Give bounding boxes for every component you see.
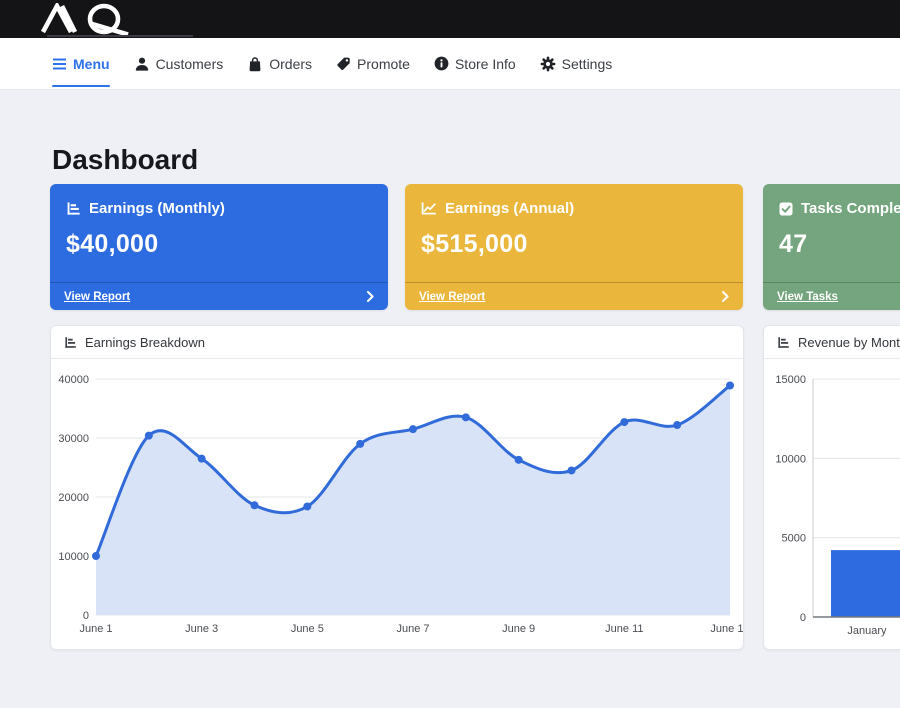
svg-text:0: 0: [800, 612, 806, 624]
shopping-bag-icon: [249, 56, 261, 71]
stat-card-header: Earnings (Monthly): [50, 184, 388, 217]
view-tasks-link[interactable]: View Tasks: [777, 290, 838, 303]
stat-card-header: Tasks Completed: [763, 184, 900, 217]
svg-text:20000: 20000: [58, 492, 89, 504]
svg-text:June 11: June 11: [605, 623, 643, 635]
nav-item-menu[interactable]: Menu: [52, 38, 110, 89]
bar-chart-icon: [67, 202, 80, 215]
checkbox-icon: [779, 202, 793, 215]
gear-icon: [540, 56, 556, 71]
stat-card-footer[interactable]: View Report: [50, 282, 388, 310]
svg-text:June 7: June 7: [396, 623, 429, 635]
stat-card-earnings-monthly: Earnings (Monthly) $40,000 View Report: [50, 184, 388, 310]
nav-label: Orders: [269, 55, 313, 72]
line-chart-icon: [421, 202, 436, 215]
svg-text:June 9: June 9: [502, 623, 535, 635]
nav-label: Store Info: [454, 55, 516, 72]
logo-q-tail: [91, 21, 129, 35]
stat-card-footer[interactable]: View Report: [405, 282, 743, 310]
logo-caret: [40, 3, 74, 34]
revenue-by-month-card: Revenue by Month 0 5000 10000 15000 January: [763, 325, 900, 650]
svg-text:June 1: June 1: [79, 623, 112, 635]
view-report-link[interactable]: View Report: [64, 290, 131, 303]
topbar: [0, 0, 900, 38]
brand-logo[interactable]: [40, 3, 140, 35]
svg-text:30000: 30000: [58, 433, 89, 445]
svg-text:10000: 10000: [775, 453, 806, 465]
nav-item-settings[interactable]: Settings: [540, 38, 613, 89]
nav-item-store-info[interactable]: Store Info: [434, 38, 516, 89]
stat-card-header: Earnings (Annual): [405, 184, 743, 217]
tag-icon: [337, 57, 350, 70]
earnings-breakdown-card: Earnings Breakdown 0 10000 20000 30000 40000…: [50, 325, 744, 650]
svg-text:5000: 5000: [782, 533, 806, 545]
chart-card-header: Earnings Breakdown: [51, 326, 743, 359]
nav-label: Settings: [561, 55, 613, 72]
bar-chart-icon: [65, 336, 76, 348]
stat-card-value: 47: [779, 230, 808, 258]
stat-card-tasks-completed: Tasks Completed 47 View Tasks: [763, 184, 900, 310]
revenue-by-month-chart[interactable]: 0 5000 10000 15000 January: [764, 359, 900, 651]
svg-text:10000: 10000: [58, 551, 89, 563]
info-circle-icon: [434, 56, 449, 71]
logo-underline: [47, 35, 193, 37]
person-icon: [135, 57, 148, 71]
bar-chart-icon: [778, 336, 789, 348]
svg-text:40000: 40000: [58, 374, 89, 386]
page-title: Dashboard: [52, 144, 199, 175]
chart-title: Earnings Breakdown: [85, 334, 205, 350]
stat-card-title: Earnings (Monthly): [89, 200, 225, 217]
nav-label: Promote: [357, 55, 410, 72]
nav-label: Customers: [155, 55, 224, 72]
logo-slash: [59, 4, 78, 34]
stat-card-title: Earnings (Annual): [445, 200, 575, 217]
chart-title: Revenue by Month: [798, 334, 900, 350]
nav-item-promote[interactable]: Promote: [336, 38, 410, 89]
navbar: Menu Customers Orders Promote Store: [0, 38, 900, 90]
nav-item-customers[interactable]: Customers: [134, 38, 224, 89]
stat-card-title: Tasks Completed: [801, 200, 900, 217]
svg-text:0: 0: [83, 610, 89, 622]
earnings-breakdown-chart[interactable]: 0 10000 20000 30000 40000 June 1 June 3 June 5 J…: [51, 359, 743, 651]
svg-text:June 5: June 5: [291, 623, 324, 635]
svg-text:June 3: June 3: [185, 623, 218, 635]
nav-item-orders[interactable]: Orders: [247, 38, 312, 89]
svg-text:June 13: June 13: [710, 623, 743, 635]
stat-card-footer[interactable]: View Tasks: [763, 282, 900, 310]
svg-text:15000: 15000: [775, 374, 806, 386]
nav-label: Menu: [73, 55, 110, 72]
chevron-right-icon: [367, 291, 374, 302]
chevron-right-icon: [722, 291, 729, 302]
hamburger-icon: [53, 58, 66, 69]
view-report-link[interactable]: View Report: [419, 290, 486, 303]
chart-card-header: Revenue by Month: [764, 326, 900, 359]
stat-card-value: $515,000: [421, 230, 528, 258]
stat-card-earnings-annual: Earnings (Annual) $515,000 View Report: [405, 184, 743, 310]
svg-text:January: January: [847, 625, 887, 637]
logo-q-ring: [87, 3, 121, 35]
stat-card-value: $40,000: [66, 230, 159, 258]
